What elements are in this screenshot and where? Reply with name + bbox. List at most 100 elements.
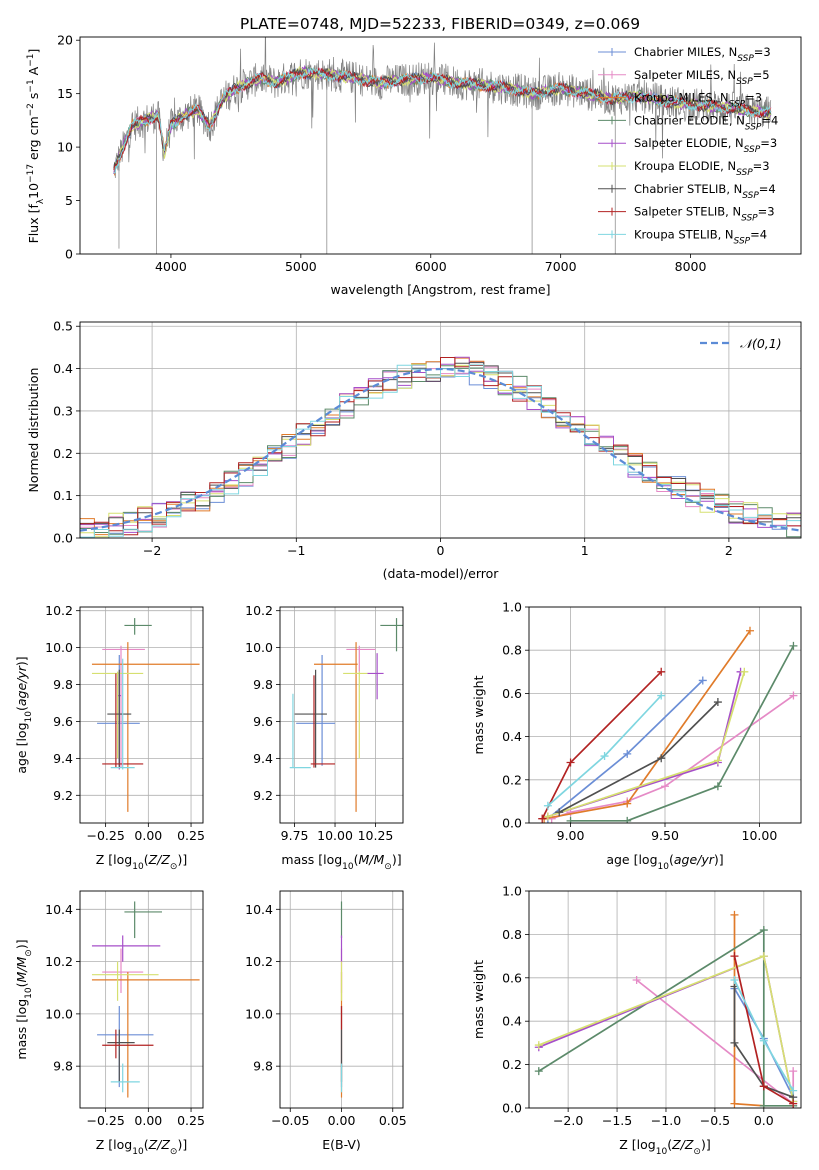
errorbar-kroupa-miles (91, 642, 200, 812)
y-tick-label: 9.8 (53, 1059, 73, 1074)
y-tick-label: 10.2 (45, 954, 73, 969)
errorbar-kroupa-elodie (91, 961, 159, 1001)
x-tick-label: 6000 (415, 259, 447, 274)
x-axis-label: Z [log10(Z/Z⊙)] (96, 852, 187, 872)
legend-label: 𝒩(0,1) (740, 336, 782, 351)
errorbar-salpeter-stelib (310, 675, 336, 768)
legend-label: Salpeter STELIB, NSSP=3 (634, 205, 775, 224)
y-tick-label: 0.2 (502, 772, 522, 787)
y-tick-label: 10.4 (245, 902, 273, 917)
x-axis-label: (data-model)/error (383, 566, 500, 581)
panel-mass-vs-ebv: −0.05 0.00 0.05 9.8 10.0 10.2 10.4 E(B-V) (245, 890, 407, 1152)
weight-marker (698, 676, 707, 685)
weight-line (570, 645, 795, 822)
y-tick-label: 10.4 (45, 902, 73, 917)
weight-marker (759, 926, 768, 935)
x-tick-label: −2 (143, 543, 161, 558)
weight-line (733, 986, 794, 1098)
model-spectrum-kroupa-stelib (113, 67, 772, 174)
y-tick-label: 0.4 (53, 361, 73, 376)
y-tick-label: 20 (57, 33, 73, 48)
y-tick-label: 10.2 (45, 603, 73, 618)
weight-marker (730, 952, 739, 961)
panel-residuals: −2 −1 0 1 2 0.0 0.1 0.2 0.3 0.4 0.5 𝒩(0,1) (data-mod… (26, 319, 802, 581)
histogram-salpeter-stelib (80, 357, 801, 536)
weight-series-kroupa-elodie (543, 667, 749, 821)
x-axis-label: Z [log10(Z/Z⊙)] (619, 1137, 710, 1157)
legend: Chabrier MILES, NSSP=3 Salpeter MILES, NS… (598, 45, 778, 246)
weight-line (547, 695, 662, 807)
weight-marker (623, 816, 632, 823)
y-tick-label: 5 (65, 193, 73, 208)
weight-marker (789, 1067, 798, 1076)
axes-frame: 4000 5000 6000 7000 8000 0 5 10 15 20 Chabrier MIL… (26, 33, 802, 297)
weight-marker (555, 808, 564, 817)
weight-series-kroupa-stelib (730, 975, 798, 1095)
weight-marker (730, 910, 739, 919)
x-axis-label: wavelength [Angstrom, rest frame] (330, 282, 550, 297)
panel-mass-vs-Z: −0.25 0.00 0.25 9.8 10.0 10.2 10.4 Z [log10(Z/Z… (14, 890, 205, 1157)
x-tick-label: 5000 (285, 259, 317, 274)
weight-marker (623, 799, 632, 808)
weight-marker (713, 782, 722, 791)
y-tick-label: 0.4 (502, 729, 522, 744)
panel-spectrum: 4000 5000 6000 7000 8000 0 5 10 15 20 Chabrier MIL… (26, 33, 802, 297)
panel-mass-weight-vs-Z: −2.0 −1.5 −1.0 −0.5 0.0 0.0 0.2 0.4 0.6 0.8 1.0 Z [… (471, 884, 802, 1157)
y-tick-label: 10 (57, 140, 73, 155)
x-axis-label: mass [log10(M/M⊙)] (281, 852, 401, 872)
weight-marker (713, 698, 722, 707)
plot-area (91, 901, 200, 1098)
plot-area (113, 37, 772, 254)
weight-marker (789, 1086, 798, 1095)
y-tick-label: 1.0 (502, 884, 522, 899)
errorbar-salpeter-stelib (102, 1029, 154, 1059)
y-tick-label: 0.2 (502, 1057, 522, 1072)
x-tick-label: −1.0 (651, 1113, 681, 1128)
plot-area (91, 618, 200, 812)
weight-line (543, 630, 751, 820)
axes-frame: 9.75 10.00 10.25 9.2 9.4 9.6 9.8 10.0 10.2 mass [… (245, 603, 404, 872)
y-axis-label: mass weight (471, 675, 486, 754)
weight-marker (759, 1101, 768, 1108)
y-tick-label: 15 (57, 86, 73, 101)
y-tick-label: 0.3 (53, 403, 73, 418)
weight-marker (543, 801, 552, 810)
x-tick-label: −0.25 (86, 1113, 124, 1128)
x-tick-label: 10.00 (317, 828, 353, 843)
y-tick-label: 0.2 (53, 446, 73, 461)
y-tick-label: 10.0 (245, 1006, 273, 1021)
weight-marker (657, 754, 666, 763)
y-tick-label: 9.4 (253, 751, 273, 766)
errorbar-chabrier-stelib (294, 669, 327, 768)
plot-area (538, 626, 798, 823)
weight-series-chabrier-miles (543, 676, 707, 823)
x-tick-label: 4000 (155, 259, 187, 274)
x-tick-label: 0.00 (134, 1113, 162, 1128)
errorbar-kroupa-miles (313, 642, 358, 812)
x-tick-label: 7000 (545, 259, 577, 274)
legend-label: Chabrier MILES, NSSP=3 (634, 45, 771, 64)
errorbar-kroupa-stelib (110, 1063, 140, 1093)
y-tick-label: 9.8 (253, 677, 273, 692)
x-tick-label: −2.0 (553, 1113, 583, 1128)
x-tick-label: −0.5 (700, 1113, 730, 1128)
x-tick-label: 8000 (675, 259, 707, 274)
weight-marker (713, 756, 722, 765)
y-axis-label: mass weight (471, 960, 486, 1039)
weight-marker (789, 1099, 798, 1108)
weight-line (541, 671, 662, 820)
legend-label: Kroupa MILES, NSSP=3 (634, 91, 762, 110)
y-tick-label: 9.2 (253, 788, 273, 803)
errorbar-chabrier-elodie (124, 618, 152, 635)
errorbar-salpeter-miles (102, 948, 144, 993)
errorbar-kroupa-miles (91, 972, 200, 1098)
y-tick-label: 9.8 (53, 677, 73, 692)
x-tick-label: 0.05 (379, 1113, 407, 1128)
x-tick-label: 0 (437, 543, 445, 558)
y-tick-label: 0.1 (53, 488, 73, 503)
axes-frame: −0.05 0.00 0.05 9.8 10.0 10.2 10.4 E(B-V) (245, 890, 407, 1152)
weight-marker (600, 752, 609, 761)
y-tick-label: 0.8 (502, 643, 522, 658)
y-tick-label: 0.8 (502, 927, 522, 942)
panel-age-vs-Z: −0.25 0.00 0.25 9.2 9.4 9.6 9.8 10.0 10.2 Z [log1… (14, 603, 205, 872)
